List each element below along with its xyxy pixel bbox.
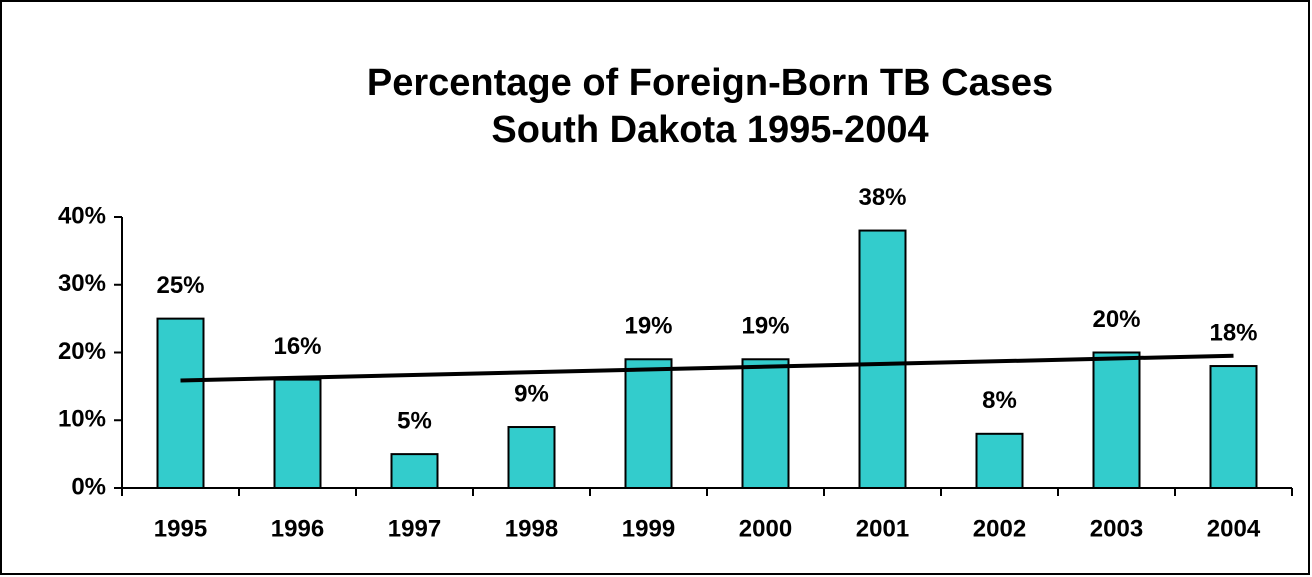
value-label: 9% xyxy=(514,380,549,407)
bar xyxy=(507,426,556,489)
bar xyxy=(624,358,673,489)
x-tick-label: 2003 xyxy=(1090,515,1143,542)
trend-line xyxy=(180,353,1234,383)
x-tick-label: 2001 xyxy=(856,515,909,542)
value-label: 5% xyxy=(397,407,432,434)
value-label: 25% xyxy=(156,272,204,299)
y-tick-label: 10% xyxy=(58,406,106,433)
y-tick-label: 40% xyxy=(58,202,106,229)
y-tick-label: 0% xyxy=(71,473,106,500)
chart-title: Percentage of Foreign-Born TB Cases xyxy=(367,62,1053,104)
value-label: 16% xyxy=(273,333,321,360)
chart-subtitle: South Dakota 1995-2004 xyxy=(491,109,928,151)
y-tick-label: 20% xyxy=(58,338,106,365)
bar xyxy=(975,432,1024,489)
bar xyxy=(858,229,907,490)
value-label: 8% xyxy=(982,387,1017,414)
x-tick-label: 1999 xyxy=(622,515,675,542)
x-tick-label: 2000 xyxy=(739,515,792,542)
bar xyxy=(741,358,790,489)
x-tick-label: 2002 xyxy=(973,515,1026,542)
x-tick-label: 1996 xyxy=(271,515,324,542)
y-tick-label: 30% xyxy=(58,270,106,297)
value-label: 20% xyxy=(1092,306,1140,333)
x-tick-label: 1995 xyxy=(154,515,207,542)
bar xyxy=(273,378,322,490)
value-label: 19% xyxy=(741,313,789,340)
x-tick-label: 2004 xyxy=(1207,515,1261,542)
value-label: 38% xyxy=(858,184,906,211)
bar xyxy=(1092,351,1141,489)
x-tick-label: 1998 xyxy=(505,515,558,542)
bar xyxy=(156,317,205,489)
x-tick-label: 1997 xyxy=(388,515,441,542)
bar xyxy=(390,453,439,489)
bar xyxy=(1209,365,1258,489)
value-label: 18% xyxy=(1209,319,1257,346)
value-label: 19% xyxy=(624,313,672,340)
